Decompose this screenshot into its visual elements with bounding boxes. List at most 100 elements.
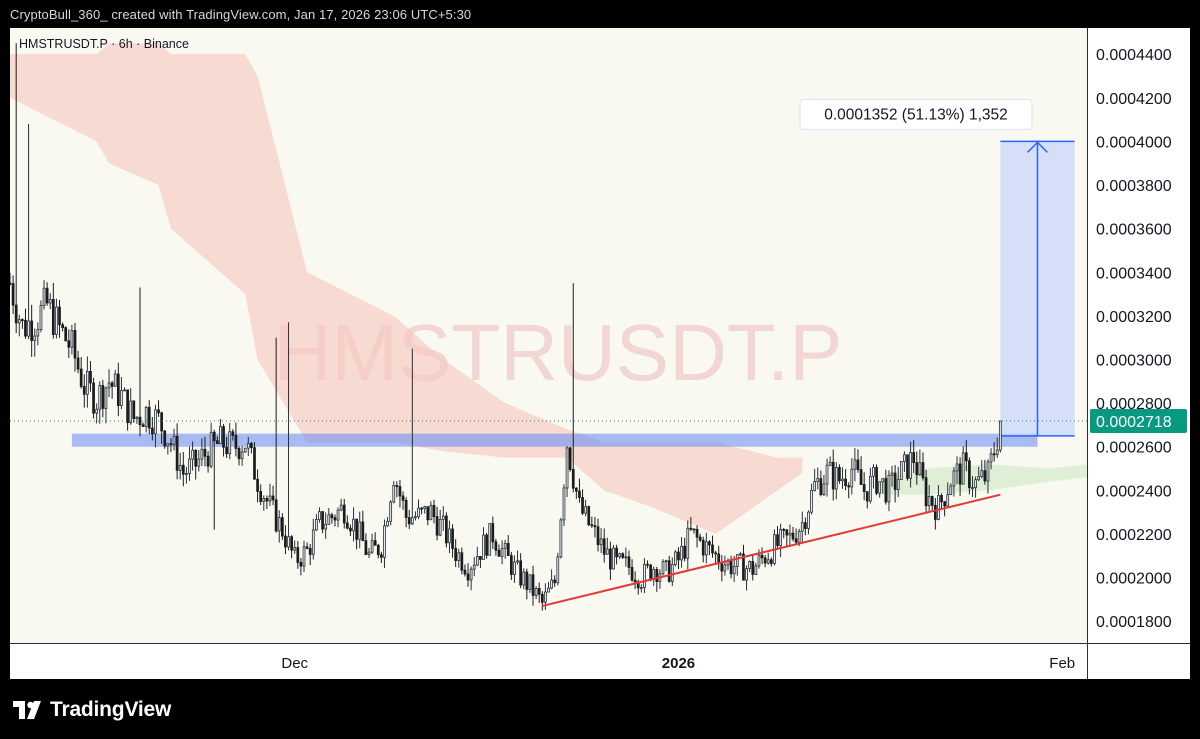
candle-body[interactable]: [429, 504, 433, 521]
candle-body[interactable]: [445, 515, 448, 544]
candle-body[interactable]: [308, 547, 312, 555]
candle-body[interactable]: [751, 561, 755, 575]
candle-body[interactable]: [797, 530, 801, 543]
candle-body[interactable]: [878, 481, 882, 494]
candle-body[interactable]: [807, 511, 810, 529]
support-trendline[interactable]: [542, 493, 1001, 607]
candle-body[interactable]: [909, 452, 912, 479]
candle-body[interactable]: [175, 435, 179, 471]
candle-body[interactable]: [779, 529, 782, 546]
candle-body[interactable]: [333, 517, 337, 521]
candle-body[interactable]: [305, 546, 309, 549]
candle-body[interactable]: [875, 466, 878, 494]
candle-body[interactable]: [605, 548, 609, 555]
candle-body[interactable]: [547, 587, 550, 593]
branding[interactable]: TradingView: [12, 697, 171, 723]
candle-body[interactable]: [825, 464, 829, 485]
candle-body[interactable]: [732, 565, 736, 575]
candle-body[interactable]: [519, 560, 523, 586]
candle-body[interactable]: [36, 329, 40, 337]
candle-body[interactable]: [977, 476, 981, 481]
candle-body[interactable]: [151, 427, 154, 435]
candle-body[interactable]: [522, 571, 526, 586]
candle-body[interactable]: [299, 562, 303, 567]
candle-body[interactable]: [135, 416, 139, 419]
candle-body[interactable]: [865, 491, 869, 502]
candle-body[interactable]: [448, 528, 451, 544]
candle-body[interactable]: [661, 561, 665, 575]
candle-body[interactable]: [822, 483, 826, 495]
candle-body[interactable]: [358, 521, 362, 540]
candle-body[interactable]: [571, 469, 575, 489]
candle-body[interactable]: [711, 544, 714, 554]
candle-body[interactable]: [763, 557, 767, 564]
candle-body[interactable]: [968, 460, 971, 489]
candle-body[interactable]: [952, 470, 956, 487]
candle-body[interactable]: [989, 453, 993, 463]
candle-body[interactable]: [819, 478, 823, 495]
candle-body[interactable]: [680, 545, 683, 561]
candle-body[interactable]: [921, 462, 925, 479]
candle-body[interactable]: [132, 400, 136, 419]
candle-body[interactable]: [884, 478, 888, 503]
candle-body[interactable]: [64, 327, 68, 342]
candle-body[interactable]: [485, 534, 488, 556]
candle-body[interactable]: [556, 556, 560, 584]
candle-body[interactable]: [330, 514, 334, 519]
candle-body[interactable]: [745, 568, 748, 581]
candle-body[interactable]: [386, 520, 389, 527]
candle-body[interactable]: [181, 464, 185, 475]
candle-body[interactable]: [618, 553, 622, 558]
candle-body[interactable]: [850, 468, 854, 488]
candle-body[interactable]: [574, 487, 578, 492]
candle-body[interactable]: [277, 517, 281, 532]
candle-body[interactable]: [457, 552, 461, 561]
candle-body[interactable]: [420, 507, 423, 510]
candle-body[interactable]: [200, 448, 204, 460]
candle-body[interactable]: [735, 554, 739, 567]
candle-body[interactable]: [376, 544, 380, 556]
candle-body[interactable]: [510, 555, 513, 575]
candle-body[interactable]: [714, 552, 717, 555]
candle-body[interactable]: [643, 563, 646, 588]
resistance-zone[interactable]: [71, 433, 1038, 447]
candle-body[interactable]: [980, 470, 984, 477]
candle-body[interactable]: [633, 579, 637, 583]
candle-body[interactable]: [655, 569, 659, 582]
candle-body[interactable]: [209, 431, 213, 467]
candle-body[interactable]: [491, 523, 495, 543]
candle-body[interactable]: [141, 424, 145, 427]
candle-body[interactable]: [342, 504, 346, 524]
candle-body[interactable]: [593, 525, 597, 528]
candle-body[interactable]: [918, 462, 922, 476]
candle-body[interactable]: [246, 443, 250, 449]
candle-body[interactable]: [596, 526, 600, 546]
candle-body[interactable]: [203, 448, 207, 457]
symbol-label[interactable]: HMSTRUSDT.P · 6h · Binance: [19, 37, 189, 51]
candle-body[interactable]: [410, 517, 414, 525]
candle-body[interactable]: [769, 559, 773, 564]
candle-body[interactable]: [172, 435, 176, 445]
candle-body[interactable]: [766, 559, 770, 564]
candle-body[interactable]: [723, 564, 727, 572]
candle-body[interactable]: [14, 304, 18, 324]
candle-body[interactable]: [961, 452, 965, 485]
candle-body[interactable]: [540, 593, 544, 603]
candle-body[interactable]: [349, 527, 352, 532]
candle-body[interactable]: [992, 453, 996, 456]
candle-body[interactable]: [268, 495, 272, 502]
candle-body[interactable]: [194, 449, 198, 467]
candle-body[interactable]: [859, 469, 863, 485]
candle-body[interactable]: [639, 587, 643, 589]
candle-body[interactable]: [82, 386, 86, 395]
candle-body[interactable]: [828, 461, 832, 466]
candle-body[interactable]: [10, 282, 12, 285]
candle-body[interactable]: [739, 553, 742, 556]
candle-body[interactable]: [144, 406, 148, 427]
candle-body[interactable]: [578, 490, 581, 498]
candle-body[interactable]: [748, 561, 752, 569]
candle-body[interactable]: [649, 564, 652, 580]
candle-body[interactable]: [126, 389, 129, 424]
candle-body[interactable]: [423, 506, 427, 510]
candle-body[interactable]: [352, 518, 355, 532]
